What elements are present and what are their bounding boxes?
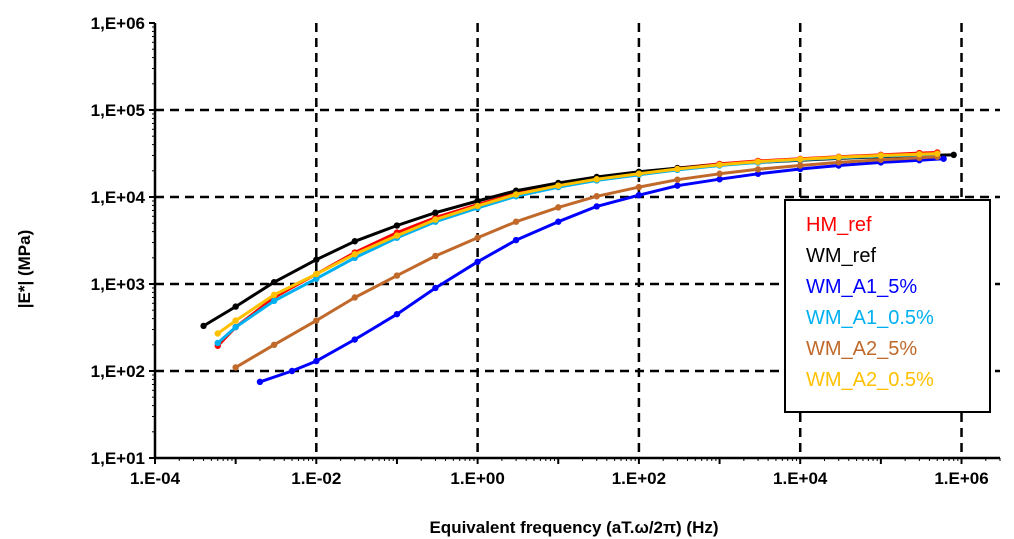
x-tick-label: 1.E+06 xyxy=(934,469,988,488)
x-tick-label: 1.E-04 xyxy=(130,469,181,488)
data-point xyxy=(351,294,358,301)
data-point xyxy=(754,170,762,177)
legend-entry: WM_A2_5% xyxy=(806,338,917,360)
data-point xyxy=(716,170,723,177)
data-point xyxy=(835,159,842,166)
x-tick-label: 1.E+02 xyxy=(612,469,666,488)
x-tick-label: 1.E-02 xyxy=(291,469,341,488)
data-point xyxy=(916,151,923,158)
data-point xyxy=(393,222,401,229)
x-axis-ticks: 1.E-04 1.E-02 1.E+00 1.E+02 1.E+04 1.E+06 xyxy=(130,458,1001,488)
y-tick-label: 1,E+01 xyxy=(91,449,145,468)
data-point xyxy=(214,330,221,337)
data-point xyxy=(214,339,221,347)
data-point xyxy=(313,317,320,324)
data-point xyxy=(950,151,957,159)
data-point xyxy=(555,218,562,225)
y-tick-label: 1,E+05 xyxy=(91,101,145,120)
y-axis-title: |E*| (MPa) xyxy=(15,230,34,308)
data-point xyxy=(432,284,439,292)
data-point xyxy=(432,216,439,223)
data-point xyxy=(674,165,681,173)
data-point xyxy=(288,367,296,375)
x-tick-label: 1.E+04 xyxy=(773,469,828,488)
y-tick-label: 1,E+03 xyxy=(91,275,145,294)
data-point xyxy=(593,193,600,200)
data-point xyxy=(474,258,481,265)
data-point xyxy=(256,378,264,386)
data-point xyxy=(474,197,481,205)
y-axis-ticks: 1,E+01 1,E+02 1,E+03 1,E+04 1,E+05 1,E+06 xyxy=(91,14,155,468)
data-point xyxy=(200,322,207,330)
data-point xyxy=(474,234,481,241)
legend-entry: WM_A2_0.5% xyxy=(806,369,934,391)
data-point xyxy=(635,191,643,199)
data-point xyxy=(555,182,562,189)
data-point xyxy=(512,236,520,244)
y-tick-label: 1,E+02 xyxy=(91,362,145,381)
legend-entry: HM_ref xyxy=(806,214,872,236)
data-point xyxy=(351,336,358,343)
y-tick-label: 1,E+04 xyxy=(91,188,146,207)
data-point xyxy=(877,152,885,159)
data-point xyxy=(674,182,681,189)
data-point xyxy=(555,204,562,211)
data-point xyxy=(270,278,278,286)
series-layer xyxy=(200,149,957,386)
data-point xyxy=(393,310,401,318)
data-point xyxy=(674,176,681,183)
y-tick-label: 1,E+06 xyxy=(91,14,145,33)
data-point xyxy=(232,364,239,371)
data-point xyxy=(474,202,481,210)
x-axis-title: Equivalent frequency (aT.ω/2π) (Hz) xyxy=(429,518,718,537)
data-point xyxy=(835,153,842,161)
data-point xyxy=(797,155,804,163)
legend-box xyxy=(784,199,991,413)
data-point xyxy=(754,158,762,165)
data-point xyxy=(635,183,643,191)
data-point xyxy=(716,176,723,183)
data-point xyxy=(797,162,804,169)
data-point xyxy=(313,270,320,278)
data-point xyxy=(512,218,520,225)
legend-entry: WM_A1_0.5% xyxy=(806,307,934,329)
plot-frame xyxy=(153,23,1000,460)
data-point xyxy=(940,155,947,162)
x-tick-label: 1.E+00 xyxy=(450,469,504,488)
legend-entry: WM_ref xyxy=(806,245,876,267)
data-point xyxy=(232,323,239,331)
data-point xyxy=(232,303,239,310)
data-point xyxy=(393,232,401,239)
data-point xyxy=(593,203,600,210)
data-point xyxy=(313,275,320,282)
data-point xyxy=(351,238,358,245)
series-line xyxy=(216,152,939,335)
data-point xyxy=(432,209,439,216)
data-point xyxy=(393,272,401,279)
legend-entry: WM_A1_5% xyxy=(806,276,917,298)
data-point xyxy=(716,161,723,168)
data-point xyxy=(351,251,358,258)
data-point xyxy=(512,191,520,198)
data-point xyxy=(313,256,320,263)
data-point xyxy=(754,166,762,173)
data-point xyxy=(270,297,278,305)
data-point xyxy=(270,291,278,299)
legend: HM_ref WM_ref WM_A1_5% WM_A1_0.5% WM_A2_5% WM… xyxy=(784,199,991,413)
data-point xyxy=(934,150,941,157)
data-point xyxy=(270,341,278,349)
data-point xyxy=(232,317,239,324)
data-point xyxy=(432,252,439,260)
data-point xyxy=(593,176,600,183)
data-point xyxy=(635,170,643,177)
data-point xyxy=(313,357,320,365)
